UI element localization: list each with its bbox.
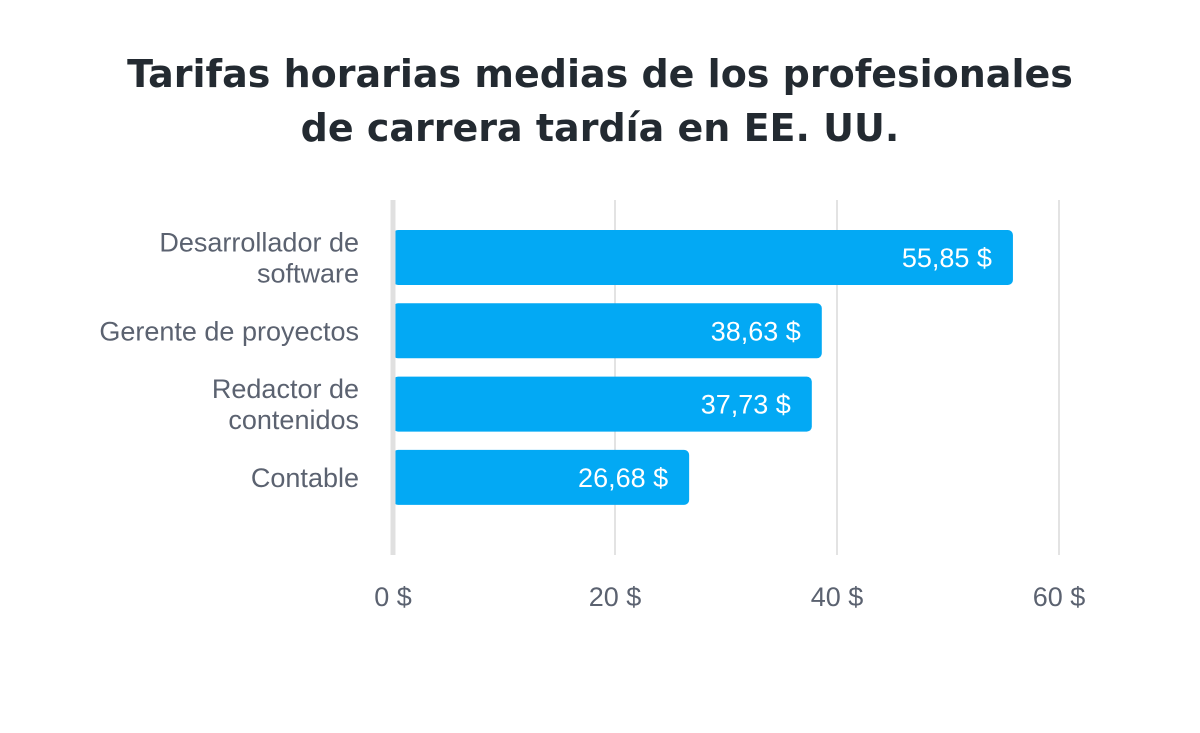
category-label-0-1: software bbox=[257, 259, 359, 289]
category-label-2-0: Redactor de bbox=[212, 374, 359, 404]
x-tick-label-0: 0 $ bbox=[374, 582, 412, 612]
bar-2 bbox=[393, 376, 812, 432]
chart-title-line-2: de carrera tardía en EE. UU. bbox=[300, 106, 900, 150]
category-label-0-0: Desarrollador de bbox=[159, 228, 359, 258]
category-label-2-1: contenidos bbox=[228, 405, 359, 435]
category-label-1-0: Gerente de proyectos bbox=[99, 316, 359, 346]
bar-0 bbox=[393, 230, 1013, 285]
bar-3 bbox=[393, 449, 690, 505]
bar-value-label-2: 37,73 $ bbox=[701, 390, 791, 420]
chart-title-line-1: Tarifas horarias medias de los profesion… bbox=[127, 52, 1073, 96]
x-tick-label-2: 40 $ bbox=[811, 582, 864, 612]
bar-value-label-1: 38,63 $ bbox=[711, 316, 801, 346]
x-tick-label-3: 60 $ bbox=[1033, 582, 1086, 612]
category-label-3-0: Contable bbox=[251, 463, 359, 493]
x-tick-label-1: 20 $ bbox=[589, 582, 642, 612]
bar-value-label-0: 55,85 $ bbox=[902, 243, 992, 273]
bar-value-label-3: 26,68 $ bbox=[578, 463, 668, 493]
bar-1 bbox=[393, 303, 822, 359]
